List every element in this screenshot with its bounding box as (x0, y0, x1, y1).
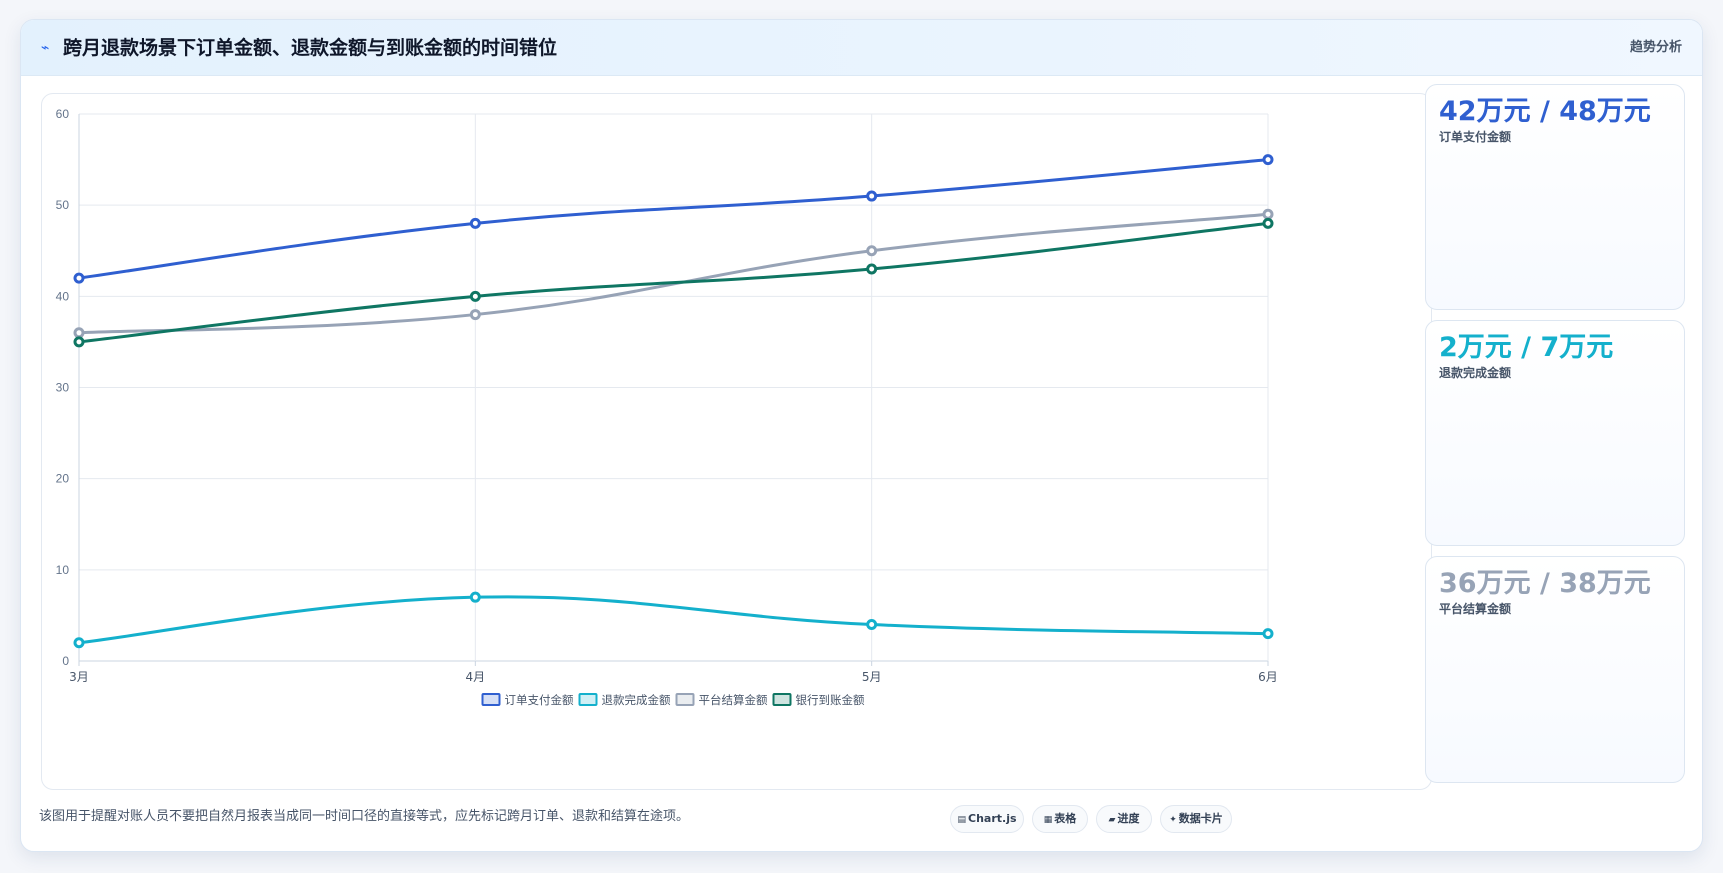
button-label: Chart.js (968, 812, 1017, 825)
chart-card: ⌁ 跨月退款场景下订单金额、退款金额与到账金额的时间错位 趋势分析 0 10 20 3… (20, 19, 1703, 852)
progress-icon: ▰ (1108, 815, 1116, 825)
series-line-3 (77, 221, 1270, 344)
x-tick-label: 4月 (466, 670, 486, 684)
stat-label: 平台结算金额 (1439, 602, 1512, 616)
stat-value: 42万元 / 48万元 (1439, 96, 1651, 127)
footer-note: 该图用于提醒对账人员不要把自然月报表当成同一时间口径的直接等式，应先标记跨月订单… (39, 809, 690, 824)
data-point (469, 591, 481, 603)
data-point (469, 309, 481, 321)
table-button[interactable]: ▦ 表格 (1032, 805, 1088, 833)
data-point (1262, 628, 1274, 640)
stat-card-settlement: 36万元 / 38万元 平台结算金额 (1425, 556, 1685, 783)
data-point (73, 336, 85, 348)
line-chart-panel: 0 10 20 30 40 50 60 3月 4月 5月 6月 订单支付金额 退款完成金额 平台结算金额… (41, 93, 1432, 790)
stat-card-refund: 2万元 / 7万元 退款完成金额 (1425, 320, 1685, 546)
sparkle-icon: ✦ (1169, 815, 1177, 825)
data-point (73, 272, 85, 284)
stat-label: 订单支付金额 (1439, 130, 1512, 144)
x-tick-label: 3月 (69, 670, 89, 684)
analysis-tag: 趋势分析 (1629, 40, 1682, 55)
chart-icon: ▤ (957, 815, 966, 825)
data-point (1262, 208, 1274, 220)
card-header: ⌁ 跨月退款场景下订单金额、退款金额与到账金额的时间错位 趋势分析 (21, 20, 1702, 76)
y-tick-label: 0 (62, 654, 69, 668)
series-line-0 (77, 158, 1270, 280)
legend-label: 平台结算金额 (699, 693, 768, 707)
y-tick-label: 40 (56, 289, 70, 303)
stat-label: 退款完成金额 (1439, 366, 1512, 380)
data-point (1262, 217, 1274, 229)
legend-swatch (481, 693, 501, 706)
series-line-2 (77, 212, 1270, 335)
chartjs-button[interactable]: ▤ Chart.js (950, 805, 1024, 833)
stat-card-order: 42万元 / 48万元 订单支付金额 (1425, 84, 1685, 310)
legend-label: 退款完成金额 (602, 693, 671, 707)
y-tick-label: 50 (56, 198, 70, 212)
legend-swatch (675, 693, 695, 706)
data-point (469, 217, 481, 229)
legend-swatch (578, 693, 598, 706)
legend-label: 订单支付金额 (505, 693, 574, 707)
data-point (866, 619, 878, 631)
button-label: 表格 (1054, 812, 1077, 825)
data-point (1262, 154, 1274, 166)
y-tick-label: 20 (56, 472, 70, 486)
data-point (866, 245, 878, 257)
legend-label: 银行到账金额 (796, 693, 865, 707)
y-tick-label: 10 (56, 563, 70, 577)
series-line-1 (77, 595, 1270, 645)
y-tick-label: 30 (56, 381, 70, 395)
stat-value: 2万元 / 7万元 (1439, 332, 1614, 363)
y-tick-label: 60 (56, 107, 70, 121)
data-point (73, 637, 85, 649)
legend-swatch (772, 693, 792, 706)
line-chart: 0 10 20 30 40 50 60 3月 4月 5月 6月 订单支付金额 退款完成金额 平台结算金额… (56, 107, 1278, 707)
button-label: 进度 (1117, 812, 1140, 825)
table-icon: ▦ (1043, 815, 1053, 825)
data-point (866, 263, 878, 275)
stat-value: 36万元 / 38万元 (1439, 568, 1651, 599)
data-point (73, 327, 85, 339)
chart-title: 跨月退款场景下订单金额、退款金额与到账金额的时间错位 (63, 37, 558, 59)
data-point (469, 290, 481, 302)
progress-button[interactable]: ▰ 进度 (1096, 805, 1152, 833)
button-label: 数据卡片 (1178, 812, 1223, 825)
data-point (866, 190, 878, 202)
x-tick-label: 6月 (1258, 670, 1278, 684)
x-tick-label: 5月 (862, 670, 882, 684)
trend-icon: ⌁ (41, 40, 50, 56)
data-card-button[interactable]: ✦ 数据卡片 (1160, 805, 1232, 833)
